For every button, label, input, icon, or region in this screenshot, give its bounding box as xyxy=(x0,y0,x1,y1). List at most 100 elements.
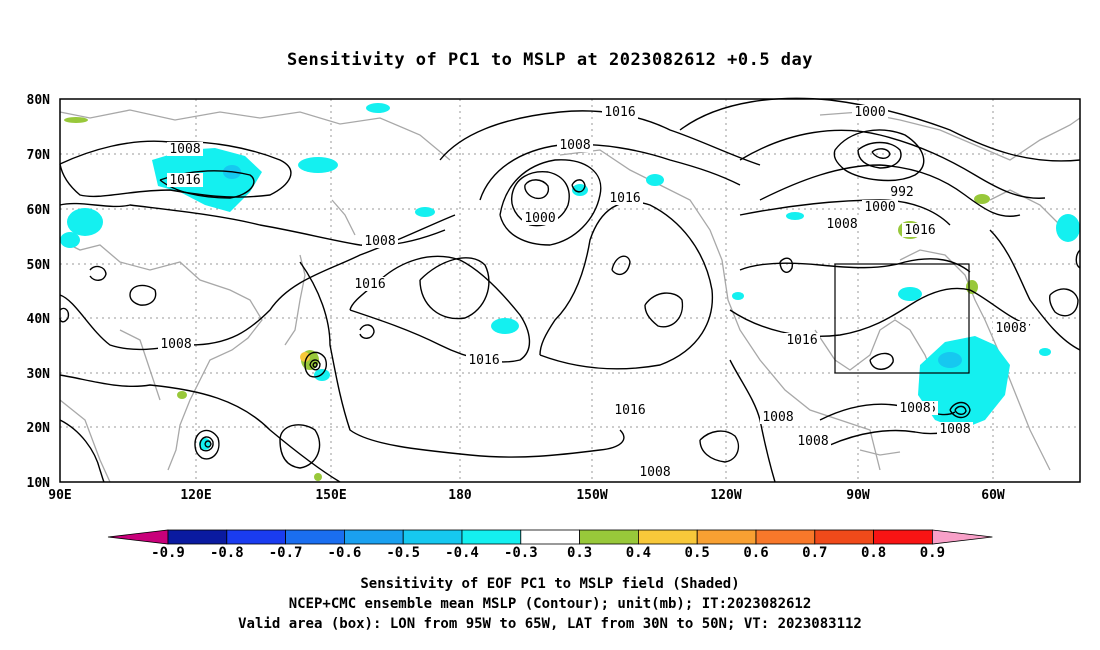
colorbar-segment xyxy=(873,529,933,545)
contour-label: 992 xyxy=(890,185,913,200)
contour-label-bg xyxy=(602,105,638,119)
contour-label-bg xyxy=(824,217,860,231)
contour-label-bg xyxy=(897,401,933,415)
colorbar-segment xyxy=(402,529,463,545)
contour-label-bg xyxy=(167,173,203,187)
colorbar-segment xyxy=(520,529,580,545)
lat-label: 70N xyxy=(27,148,51,163)
lat-label: 30N xyxy=(27,367,51,382)
contour-label: 1000 xyxy=(524,211,555,226)
colorbar-segment xyxy=(755,529,816,545)
contour-label-bg xyxy=(902,223,938,237)
contour-label: 1008 xyxy=(364,234,395,249)
map-title: Sensitivity of PC1 to MSLP at 2023082612… xyxy=(286,50,813,70)
colorbar-segment xyxy=(579,529,639,545)
contour-label: 1008 xyxy=(797,434,828,449)
contour-label-bg xyxy=(888,185,916,199)
colorbar-labels: -0.9 -0.8 -0.7 -0.6 -0.5 -0.4 -0.3 0.3 0.4 0.5 0.6… xyxy=(151,545,945,561)
contour-label: 1008 xyxy=(995,321,1026,336)
colorbar-label: -0.5 xyxy=(386,545,420,561)
contour-label-bg xyxy=(784,333,820,347)
colorbar-segment xyxy=(226,529,287,545)
lon-label: 90E xyxy=(48,488,71,503)
contour-label-bg xyxy=(522,211,558,225)
lon-label: 150E xyxy=(315,488,346,503)
contour-label: 1000 xyxy=(864,200,895,215)
contour-label: 1008 xyxy=(559,138,590,153)
latitude-labels: 80N 70N 60N 50N 40N 30N 20N 10N xyxy=(27,93,51,491)
caption-block: Sensitivity of EOF PC1 to MSLP field (Sh… xyxy=(0,574,1100,634)
plot-border xyxy=(59,98,1081,483)
contour-label: 1016 xyxy=(169,173,200,188)
contour-label: 1008 xyxy=(639,465,670,480)
contour-labels: 1016 1008 1016 1008 1008 1000 1016 1008 1016 1016… xyxy=(158,105,1029,480)
colorbar-segment xyxy=(167,529,228,545)
lat-label: 80N xyxy=(27,93,51,108)
colorbar xyxy=(107,529,993,545)
colorbar-segment xyxy=(461,529,522,545)
contour-label: 1008 xyxy=(762,410,793,425)
caption-line: NCEP+CMC ensemble mean MSLP (Contour); u… xyxy=(288,596,812,612)
contour-label: 1008 xyxy=(826,217,857,232)
contour-label-bg xyxy=(852,105,888,119)
contour-label: 1016 xyxy=(468,353,499,368)
contour-label-bg xyxy=(352,277,388,291)
lat-label: 50N xyxy=(27,258,51,273)
longitude-labels: 90E 120E 150E 180 150W 120W 90W 60W xyxy=(48,488,1005,503)
contour-label-bg xyxy=(795,434,831,448)
colorbar-label: -0.3 xyxy=(504,545,538,561)
colorbar-segment xyxy=(343,529,404,545)
colorbar-label: 0.3 xyxy=(567,545,592,561)
contour-label-bg xyxy=(158,337,194,351)
contour-label-bg xyxy=(557,138,593,152)
colorbar-segment xyxy=(285,529,345,545)
colorbar-segment xyxy=(696,529,757,545)
colorbar-label: 0.4 xyxy=(626,545,651,561)
lon-label: 120E xyxy=(180,488,211,503)
shaded-areas xyxy=(60,103,1080,481)
contour-label: 1016 xyxy=(614,403,645,418)
colorbar-label: 0.9 xyxy=(920,545,945,561)
contour-label: 1016 xyxy=(604,105,635,120)
caption-line: Valid area (box): LON from 95W to 65W, L… xyxy=(238,616,862,632)
lon-label: 150W xyxy=(576,488,607,503)
lat-label: 40N xyxy=(27,312,51,327)
contour-label: 1008 xyxy=(939,422,970,437)
lon-label: 90W xyxy=(846,488,870,503)
colorbar-label: -0.4 xyxy=(445,545,479,561)
colorbar-label: -0.9 xyxy=(151,545,185,561)
colorbar-label: 0.5 xyxy=(685,545,710,561)
contour-label-bg xyxy=(637,465,673,479)
colorbar-segment xyxy=(814,529,874,545)
caption-line: Sensitivity of EOF PC1 to MSLP field (Sh… xyxy=(360,576,740,592)
lat-label: 10N xyxy=(27,476,51,491)
contour-label-bg xyxy=(466,353,502,367)
contour-label-bg xyxy=(862,200,898,214)
contour-label: 1016 xyxy=(786,333,817,348)
contour-label-bg xyxy=(612,403,648,417)
colorbar-segment xyxy=(638,529,698,545)
contour-label-bg xyxy=(993,321,1029,335)
lon-label: 180 xyxy=(448,488,472,503)
lon-label: 60W xyxy=(981,488,1005,503)
lat-label: 20N xyxy=(27,421,51,436)
contour-label: 1016 xyxy=(904,223,935,238)
valid-area-box xyxy=(834,263,970,374)
colorbar-label: -0.7 xyxy=(269,545,303,561)
contour-label-bg xyxy=(937,422,973,436)
contour-label: 1008 xyxy=(160,337,191,352)
colorbar-label: -0.6 xyxy=(328,545,362,561)
lat-label: 60N xyxy=(27,203,51,218)
contour-label-bg xyxy=(167,142,203,156)
colorbar-label: 0.6 xyxy=(743,545,768,561)
contour-label: 1000 xyxy=(854,105,885,120)
colorbar-right-arrow xyxy=(932,529,993,545)
colorbar-label: -0.8 xyxy=(210,545,244,561)
contour-label-bg xyxy=(607,191,643,205)
contour-label: 1016 xyxy=(354,277,385,292)
contour-label: 1016 xyxy=(609,191,640,206)
contour-label: 1008 xyxy=(899,401,930,416)
colorbar-label: 0.7 xyxy=(802,545,827,561)
lon-label: 120W xyxy=(710,488,741,503)
